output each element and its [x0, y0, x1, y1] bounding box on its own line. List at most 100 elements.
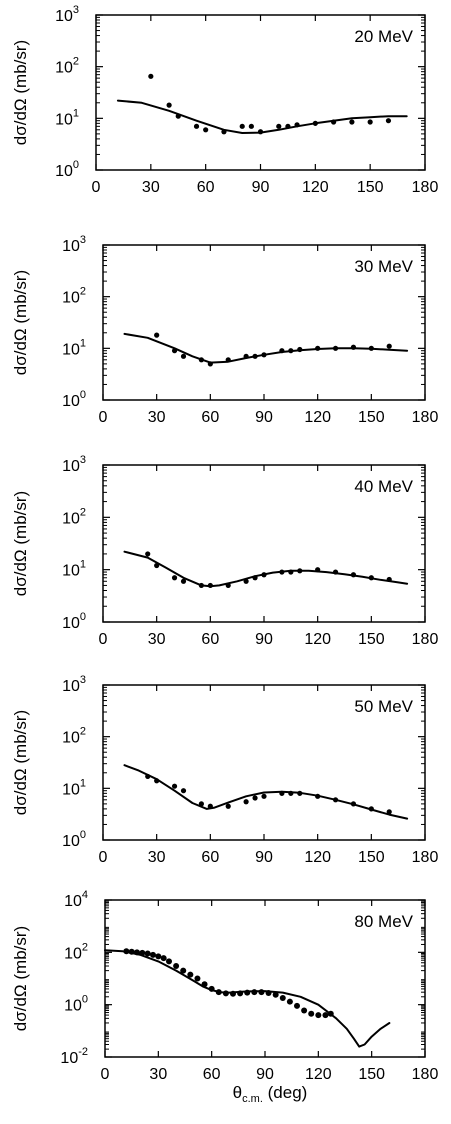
y-axis-label: dσ/dΩ (mb/sr) — [11, 926, 30, 1031]
panel-5: 0 30 60 90 120 150 180 10-2 100 102 104 dσ/dΩ (mb/s… — [11, 889, 438, 1083]
y-axis-label: dσ/dΩ (mb/sr) — [11, 491, 30, 596]
y-tick-label: 101 — [62, 337, 86, 358]
model-curve — [123, 764, 409, 820]
x-tick-label: 180 — [412, 409, 439, 426]
y-tick-label: 102 — [64, 941, 88, 962]
data-point — [225, 803, 231, 809]
data-point — [243, 799, 249, 805]
x-tick-label: 0 — [99, 409, 108, 426]
model-curve — [116, 99, 408, 134]
x-tick-label: 60 — [201, 409, 219, 426]
y-tick-label: 102 — [62, 286, 86, 307]
y-tick-label: 101 — [62, 777, 86, 798]
data-point — [150, 951, 156, 958]
x-tick-label: 60 — [197, 179, 215, 196]
x-tick-label: 180 — [412, 631, 439, 648]
data-point — [180, 967, 187, 974]
x-tick-label: 150 — [357, 179, 384, 196]
data-point — [166, 958, 172, 965]
energy-label: 50 MeV — [354, 697, 413, 716]
data-point — [386, 809, 392, 815]
y-tick-label: 102 — [62, 726, 86, 747]
model-curve — [123, 550, 409, 588]
x-tick-label: 30 — [148, 409, 166, 426]
y-tick-label: 100 — [62, 611, 86, 632]
panel-2: 0 30 60 90 120 150 180 100 101 102 103 dσ/dΩ (mb/sr… — [11, 234, 438, 426]
data-point — [144, 950, 151, 957]
data-point — [160, 955, 167, 962]
data-point — [261, 793, 267, 799]
data-point — [203, 127, 209, 133]
data-point — [171, 783, 178, 789]
x-tick-label: 30 — [148, 631, 166, 648]
data-point — [286, 998, 293, 1005]
data-point — [308, 1010, 315, 1017]
x-tick-label: 90 — [255, 409, 273, 426]
x-tick-label: 120 — [304, 849, 331, 866]
y-tick-label: 102 — [62, 506, 86, 527]
y-tick-label: 103 — [62, 674, 86, 695]
y-tick-label: 100 — [62, 829, 86, 850]
y-tick-label: 104 — [64, 889, 88, 910]
data-point — [171, 575, 178, 581]
y-tick-label: 10-2 — [60, 1046, 88, 1067]
y-axis-label: dσ/dΩ (mb/sr) — [11, 270, 30, 375]
x-tick-label: 60 — [201, 631, 219, 648]
y-tick-label: 102 — [55, 56, 79, 77]
y-tick-label: 103 — [55, 4, 79, 25]
data-point — [187, 971, 194, 978]
x-tick-label: 180 — [412, 1066, 439, 1083]
x-axis-label-subscript: c.m. — [242, 1093, 263, 1105]
model-curve — [123, 332, 409, 364]
y-tick-label: 100 — [55, 159, 79, 180]
y-tick-label: 100 — [62, 389, 86, 410]
x-tick-label: 180 — [412, 849, 439, 866]
energy-label: 80 MeV — [354, 912, 413, 931]
data-point — [194, 975, 201, 982]
data-point — [385, 118, 392, 124]
y-tick-label: 100 — [64, 994, 88, 1015]
x-tick-label: 150 — [358, 1066, 385, 1083]
data-point — [148, 73, 154, 79]
x-tick-label: 120 — [304, 631, 331, 648]
data-point — [279, 994, 286, 1001]
data-point — [252, 795, 258, 801]
data-point — [180, 788, 187, 794]
y-axis-label: dσ/dΩ (mb/sr) — [11, 40, 30, 145]
data-point — [294, 1002, 300, 1009]
data-point — [367, 119, 373, 125]
data-point — [248, 123, 254, 129]
y-tick-label: 101 — [62, 559, 86, 580]
y-tick-label: 101 — [55, 107, 79, 128]
data-point — [193, 123, 200, 129]
panel-1: 0 30 60 90 120 150 180 100 101 102 103 dσ/dΩ (mb/sr… — [11, 4, 438, 196]
data-point — [166, 102, 172, 108]
x-tick-label: 90 — [252, 179, 270, 196]
x-tick-label: 180 — [412, 179, 439, 196]
x-tick-label: 150 — [358, 849, 385, 866]
x-tick-label: 60 — [203, 1066, 221, 1083]
x-axis-label-theta: θ — [233, 1083, 242, 1102]
x-tick-label: 60 — [201, 849, 219, 866]
energy-label: 30 MeV — [354, 257, 413, 276]
panel-4: 0 30 60 90 120 150 180 100 101 102 103 dσ/dΩ (mb/sr… — [11, 674, 438, 866]
x-tick-label: 90 — [255, 849, 273, 866]
data-point — [386, 343, 392, 349]
y-axis-label: dσ/dΩ (mb/sr) — [11, 710, 30, 815]
data-point — [349, 119, 355, 125]
data-point — [180, 353, 187, 359]
x-axis-label-unit: (deg) — [263, 1083, 307, 1102]
x-tick-label: 120 — [302, 179, 329, 196]
data-point — [173, 963, 180, 970]
data-point — [322, 1012, 329, 1019]
data-point — [155, 953, 162, 960]
x-tick-label: 30 — [149, 1066, 167, 1083]
data-point — [315, 1012, 322, 1019]
x-tick-label: 0 — [99, 631, 108, 648]
x-tick-label: 120 — [305, 1066, 332, 1083]
x-tick-label: 120 — [304, 409, 331, 426]
data-point — [272, 991, 279, 998]
data-point — [180, 578, 187, 584]
data-point — [154, 332, 160, 338]
